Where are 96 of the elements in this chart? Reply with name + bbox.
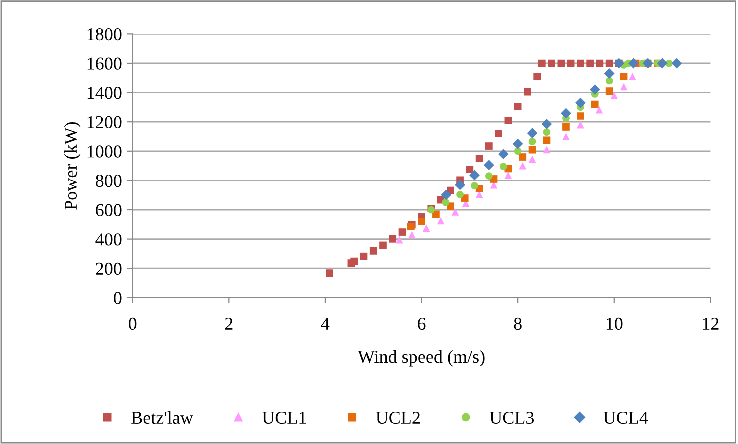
point [441, 190, 452, 200]
point [456, 190, 464, 198]
point [575, 98, 586, 108]
point [620, 83, 628, 91]
point [484, 160, 494, 171]
point [514, 148, 522, 156]
x-axis-title: Wind speed (m/s) [358, 350, 485, 367]
point [442, 199, 450, 206]
legend-label: UCL4 [604, 412, 648, 424]
y-tick-label: 1000 [88, 146, 122, 158]
point [498, 149, 509, 160]
point [398, 228, 406, 236]
point [514, 103, 522, 110]
legend-label: UCL1 [262, 412, 306, 424]
point [512, 138, 524, 150]
point [610, 92, 618, 100]
point [389, 235, 397, 243]
point [596, 106, 604, 114]
point [629, 73, 636, 80]
point [577, 112, 584, 120]
point [432, 210, 440, 218]
y-tick-label: 200 [96, 262, 122, 276]
point [528, 156, 536, 164]
point [437, 217, 445, 225]
point [350, 258, 358, 266]
point [672, 58, 682, 69]
y-tick-label: 1600 [88, 58, 122, 70]
point [380, 242, 387, 250]
y-axis-title: Power (kW) [64, 122, 81, 210]
y-tick-label: 0 [114, 292, 122, 304]
point [527, 128, 538, 139]
point [543, 146, 551, 154]
point [657, 58, 668, 69]
point [528, 146, 536, 154]
y-tick-label: 1800 [88, 28, 122, 41]
point [452, 208, 460, 216]
point [470, 170, 480, 181]
point [519, 162, 527, 170]
point [577, 121, 584, 129]
x-tick-label: 10 [606, 318, 623, 330]
y-tick-label: 1200 [88, 116, 122, 129]
point [504, 116, 512, 124]
point [418, 218, 426, 226]
point [466, 166, 474, 174]
point [408, 231, 416, 239]
x-tick-label: 2 [225, 318, 233, 330]
x-tick-label: 12 [703, 318, 719, 330]
point [528, 138, 536, 146]
x-tick-label: 4 [321, 318, 330, 330]
point [534, 73, 542, 80]
y-tick-label: 400 [96, 234, 122, 246]
point [455, 180, 466, 190]
legend-label: UCL2 [376, 412, 420, 424]
point [562, 133, 570, 140]
point [422, 224, 430, 232]
point [591, 100, 599, 108]
x-tick-label: 8 [514, 318, 522, 330]
point [476, 155, 484, 162]
point [606, 77, 614, 85]
point [620, 73, 628, 80]
point [567, 60, 575, 68]
point [471, 182, 478, 190]
point [519, 154, 527, 161]
point [562, 124, 570, 131]
point [548, 60, 556, 68]
x-tick-label: 6 [418, 318, 426, 330]
point [604, 68, 615, 79]
point [586, 60, 594, 68]
point [504, 172, 512, 180]
legend-label: UCL3 [490, 412, 534, 424]
point [486, 142, 493, 150]
point [500, 163, 508, 170]
point [590, 84, 600, 96]
point [628, 58, 639, 69]
point [524, 88, 532, 96]
legend-label: Betz'law [132, 411, 194, 424]
y-tick-label: 800 [96, 174, 122, 188]
y-tick-label: 600 [96, 204, 122, 216]
point [577, 60, 584, 68]
point [396, 236, 404, 244]
point [606, 60, 614, 68]
point [542, 119, 552, 130]
point [538, 60, 546, 68]
x-tick-label: 0 [129, 318, 137, 330]
point [543, 136, 551, 144]
point [370, 248, 378, 255]
point [596, 60, 604, 68]
point [606, 88, 614, 96]
point [486, 172, 493, 180]
y-tick-label: 1400 [88, 87, 122, 100]
point [561, 108, 572, 119]
point [495, 130, 502, 138]
point [558, 60, 566, 68]
point [543, 128, 551, 136]
point [360, 252, 368, 260]
point [326, 270, 334, 277]
